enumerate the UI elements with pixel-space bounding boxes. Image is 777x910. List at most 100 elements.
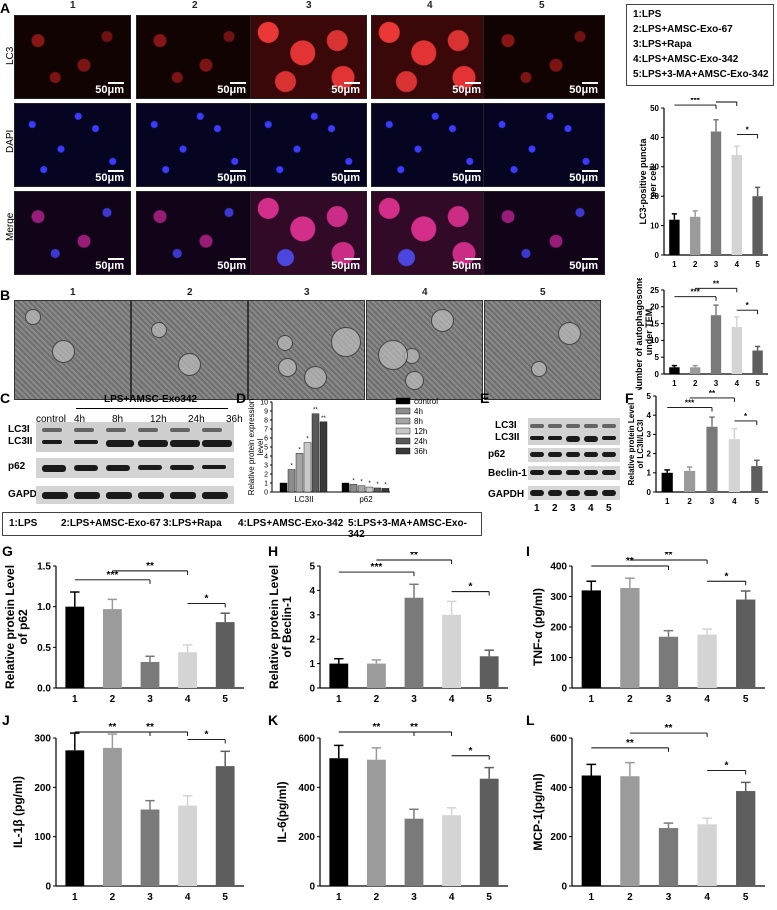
y-tick-label: 10 xyxy=(260,400,268,407)
band-e-p62 xyxy=(602,452,616,457)
bar-4 xyxy=(178,652,197,688)
y-tick-label: 9 xyxy=(264,409,268,416)
bar-36h xyxy=(319,421,328,493)
bar-8h xyxy=(295,453,304,493)
legend-top: 1:LPS 2:LPS+AMSC-Exo-67 3:LPS+Rapa 4:LPS… xyxy=(626,4,774,86)
legend-label-24h: 24h xyxy=(414,437,427,446)
scale-bar xyxy=(108,258,124,260)
band-gapdh xyxy=(138,492,164,499)
panel-c-row-gapdh: GAPDH xyxy=(8,489,45,500)
significance-label: * xyxy=(384,482,387,488)
y-tick-label: 0 xyxy=(264,490,268,497)
panel-label-i: I xyxy=(526,543,530,559)
y-tick-label: 2 xyxy=(309,635,315,646)
legend-swatch-control xyxy=(395,397,411,405)
bar-1 xyxy=(65,606,85,688)
panel-a-image-lc3-4: 50μm xyxy=(371,15,488,99)
x-tick-label: 5 xyxy=(222,892,228,903)
panel-c-row-p62: p62 xyxy=(8,461,26,472)
y-tick-label: 2 xyxy=(264,472,268,479)
y-tick-label: 0 xyxy=(561,882,567,893)
x-tick-label: 5 xyxy=(743,694,749,705)
panel-a-col-4: 4 xyxy=(427,0,433,11)
y-tick-label: 50 xyxy=(650,104,659,113)
bar-control xyxy=(279,482,288,493)
band-e-beclin xyxy=(566,470,580,475)
scale-bar xyxy=(344,258,360,260)
bar-2 xyxy=(367,759,386,886)
significance-label: * xyxy=(468,746,472,757)
y-tick-label: 5 xyxy=(264,445,268,452)
bar-1 xyxy=(581,590,601,688)
autophagosome-mark xyxy=(278,358,297,377)
bar-4 xyxy=(697,634,717,688)
legend-swatch-36h xyxy=(395,447,411,455)
panel-label-e: E xyxy=(480,390,490,406)
y-tick-label: 0 xyxy=(45,882,51,893)
band-e-beclin xyxy=(548,470,562,475)
panel-label-c: C xyxy=(0,390,11,406)
autophagosome-mark xyxy=(178,353,201,376)
panel-c-row-lc3ii: LC3II xyxy=(8,436,33,447)
band-lc3ii xyxy=(42,440,62,444)
y-tick-label: 4 xyxy=(647,411,652,420)
scale-bar xyxy=(108,82,124,84)
y-tick-label: 4 xyxy=(309,586,315,597)
panel-b-tem-image-2 xyxy=(131,300,248,400)
panel-b-tem-image-3 xyxy=(248,300,365,400)
scale-label: 50μm xyxy=(217,84,246,96)
panel-e-lane-1: 1 xyxy=(534,503,540,514)
panel-a-col-5: 5 xyxy=(539,0,545,11)
x-tick-label: 5 xyxy=(755,260,760,269)
band-e-lc3i xyxy=(584,424,598,428)
y-tick-label: 15 xyxy=(650,319,659,328)
x-tick-label: 4 xyxy=(735,260,740,269)
band-e-p62 xyxy=(548,452,562,457)
band-e-lc3ii xyxy=(548,436,562,440)
bar-8h xyxy=(357,485,366,493)
legend-swatch-8h xyxy=(395,417,411,425)
panel-a-image-lc3-5: 50μm xyxy=(483,15,605,99)
panel-a-image-dapi-1: 50μm xyxy=(14,103,131,187)
autophagosome-mark xyxy=(151,322,167,338)
x-tick-label: 1 xyxy=(72,694,78,705)
bar-3 xyxy=(710,315,722,374)
y-tick-label: 0 xyxy=(309,684,315,695)
significance-label: ** xyxy=(665,723,673,734)
band-lc3ii xyxy=(202,440,232,447)
band-e-gapdh xyxy=(530,490,544,496)
legend-mid-item-4: 4:LPS+AMSC-Exo-342 xyxy=(238,518,344,529)
chart-h-beclin: 0 1 2 3 4 5 Relative protein Levelof Beclin-1 1… xyxy=(267,552,508,705)
panel-label-g: G xyxy=(2,543,13,559)
y-axis-label: Relative protein Levelof LC3II/LC3I xyxy=(627,403,645,486)
autophagosome-mark xyxy=(531,361,547,377)
significance-label: * xyxy=(290,464,293,470)
significance-label: *** xyxy=(685,399,695,408)
scale-label: 50μm xyxy=(569,84,598,96)
y-tick-label: 600 xyxy=(298,734,315,745)
bar-2 xyxy=(103,747,122,886)
band-lc3i xyxy=(74,428,94,432)
significance-label: ** xyxy=(709,389,716,398)
y-axis-label: Relative protein Levelof p62 xyxy=(3,565,30,689)
autophagosome-mark xyxy=(378,340,408,370)
y-tick-label: 5 xyxy=(309,562,315,573)
y-tick-label: 30 xyxy=(650,163,659,172)
y-tick-label: 2 xyxy=(647,449,652,458)
scale-bar xyxy=(230,82,246,84)
y-tick-label: 6 xyxy=(264,436,268,443)
bar-1 xyxy=(581,775,601,886)
panel-c-col-5: 24h xyxy=(188,414,205,425)
significance-label: ** xyxy=(723,98,730,102)
panel-a-col-3: 3 xyxy=(306,0,312,11)
bar-1 xyxy=(669,367,680,374)
panel-e-row-p62: p62 xyxy=(488,449,506,460)
significance-label: ** xyxy=(626,738,634,749)
y-tick-label: 200 xyxy=(298,832,315,843)
panel-e-lane-4: 4 xyxy=(588,503,594,514)
bar-3 xyxy=(404,818,424,886)
panel-a-image-dapi-5: 50μm xyxy=(483,103,605,187)
